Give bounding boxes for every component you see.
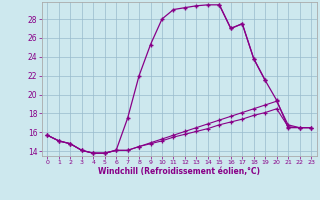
X-axis label: Windchill (Refroidissement éolien,°C): Windchill (Refroidissement éolien,°C) (98, 167, 260, 176)
